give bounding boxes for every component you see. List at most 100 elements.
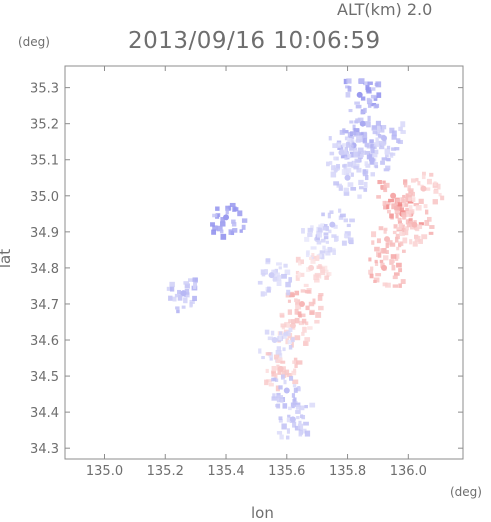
echo-point xyxy=(362,137,368,144)
x-tick-label: 135.4 xyxy=(207,464,244,479)
echo-point xyxy=(365,150,371,155)
echo-point xyxy=(423,204,428,209)
echo-point xyxy=(391,147,397,151)
echo-point xyxy=(359,132,364,137)
echo-point xyxy=(377,180,382,185)
echo-point xyxy=(373,142,378,147)
echo-point xyxy=(276,280,282,286)
echo-point xyxy=(233,207,239,211)
echo-point xyxy=(354,158,361,163)
echo-point xyxy=(293,368,297,373)
echo-point xyxy=(382,200,386,206)
echo-point xyxy=(288,344,293,350)
echo-point xyxy=(316,265,323,269)
echo-point xyxy=(281,273,287,279)
echo-point xyxy=(415,205,422,211)
echo-point xyxy=(370,102,377,107)
echo-point xyxy=(402,214,406,220)
echo-point xyxy=(316,232,323,238)
echo-point xyxy=(363,81,369,86)
echo-point xyxy=(292,379,299,385)
x-unit-label: (deg) xyxy=(450,485,482,499)
echo-point xyxy=(377,252,382,258)
echo-point xyxy=(287,339,293,345)
echo-point xyxy=(278,266,282,270)
echo-point xyxy=(290,341,294,348)
echo-point xyxy=(349,120,354,124)
echo-point xyxy=(304,337,311,342)
echo-point xyxy=(175,306,180,310)
y-tick-label: 34.3 xyxy=(30,442,59,457)
echo-point xyxy=(392,230,397,235)
echo-point xyxy=(308,256,313,260)
echo-point xyxy=(383,139,387,145)
echo-point xyxy=(343,165,348,170)
echo-point xyxy=(288,327,293,333)
echo-point xyxy=(400,121,406,128)
echo-point xyxy=(343,78,348,85)
echo-marks xyxy=(166,78,445,440)
echo-point xyxy=(394,206,400,211)
echo-point xyxy=(283,263,288,268)
echo-point xyxy=(378,226,384,231)
echo-point xyxy=(348,136,355,140)
echo-point xyxy=(346,138,352,144)
y-tick-label: 34.6 xyxy=(30,334,59,349)
echo-point xyxy=(276,364,280,371)
echo-point xyxy=(371,240,375,245)
echo-point xyxy=(383,204,388,210)
echo-point xyxy=(367,115,371,122)
echo-point xyxy=(366,99,373,105)
echo-point xyxy=(271,370,277,377)
echo-point xyxy=(257,280,263,285)
echo-point xyxy=(181,305,186,309)
echo-point xyxy=(348,109,353,113)
y-tick-label: 35.2 xyxy=(30,118,59,133)
echo-point xyxy=(281,325,285,330)
echo-point xyxy=(380,262,385,268)
echo-point xyxy=(333,236,338,242)
echo-point xyxy=(308,301,315,307)
echo-point xyxy=(284,269,291,275)
echo-point xyxy=(414,224,418,231)
y-tick-label: 34.5 xyxy=(30,370,59,385)
echo-point xyxy=(309,311,315,315)
echo-point xyxy=(275,404,280,408)
echo-point xyxy=(280,398,284,403)
echo-point xyxy=(264,329,270,335)
echo-point xyxy=(405,219,410,225)
echo-point xyxy=(193,283,197,290)
echo-point xyxy=(393,224,398,229)
echo-point xyxy=(301,414,306,420)
echo-point xyxy=(289,322,296,329)
echo-point xyxy=(372,125,378,129)
echo-point xyxy=(271,337,278,344)
echo-point xyxy=(388,198,394,203)
echo-point xyxy=(322,245,326,250)
echo-point xyxy=(350,131,357,136)
echo-point xyxy=(383,227,388,231)
echo-point xyxy=(390,254,397,259)
echo-point xyxy=(319,228,323,233)
echo-point xyxy=(421,234,428,240)
echo-point xyxy=(417,181,421,186)
echo-point xyxy=(298,320,305,326)
echo-point xyxy=(276,398,280,403)
echo-point xyxy=(188,278,194,282)
echo-point xyxy=(398,268,403,273)
echo-point xyxy=(285,435,290,440)
echo-point xyxy=(307,227,313,233)
echo-point xyxy=(295,299,301,306)
echo-point xyxy=(395,233,400,240)
echo-point xyxy=(429,172,434,177)
echo-point xyxy=(376,195,381,199)
echo-point xyxy=(294,317,300,324)
echo-point xyxy=(292,384,297,388)
echo-point xyxy=(239,229,243,233)
echo-point xyxy=(386,204,390,210)
echo-point xyxy=(375,273,382,277)
echo-point xyxy=(345,85,350,89)
echo-point xyxy=(408,197,412,202)
echo-point xyxy=(289,293,295,298)
x-tick-label: 136.0 xyxy=(390,464,427,479)
